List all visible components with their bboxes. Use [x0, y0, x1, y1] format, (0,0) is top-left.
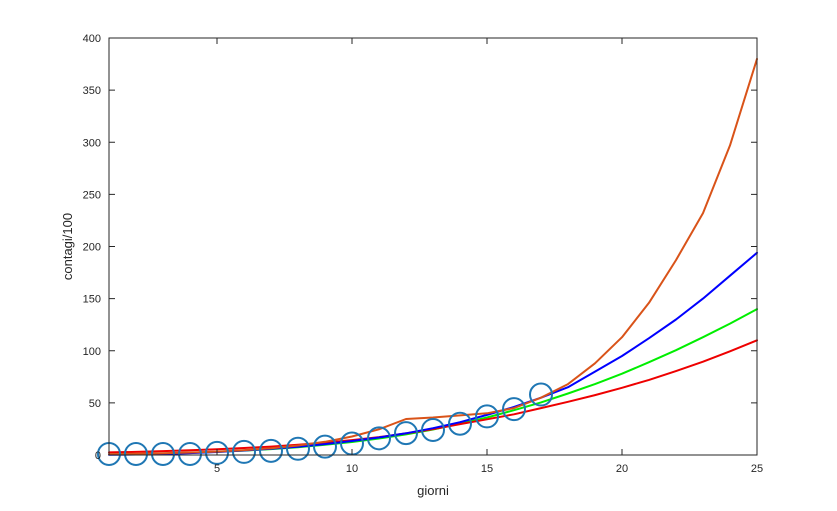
data-point-marker	[448, 411, 472, 436]
data-point-marker	[475, 404, 499, 429]
data-point-marker	[286, 436, 310, 461]
x-axis: 5 10 15 20 25	[214, 38, 763, 475]
data-point-marker	[151, 441, 175, 466]
y-tick-label: 50	[89, 398, 101, 410]
data-point-marker	[232, 439, 256, 464]
y-tick-label: 0	[95, 450, 101, 462]
data-point-marker	[529, 382, 553, 407]
y-tick-label: 250	[83, 189, 101, 201]
x-tick-label: 15	[481, 463, 493, 475]
data-point-marker	[313, 434, 337, 459]
plot-area	[109, 38, 757, 455]
data-point-marker	[259, 438, 283, 463]
x-tick-label: 10	[346, 463, 358, 475]
y-tick-label: 150	[83, 294, 101, 306]
data-point-marker	[178, 441, 202, 466]
y-tick-label: 400	[83, 33, 101, 45]
data-point-marker	[394, 421, 418, 446]
y-tick-label: 300	[83, 137, 101, 149]
data-point-marker	[421, 417, 445, 442]
y-tick-label: 200	[83, 242, 101, 254]
data-point-marker	[124, 441, 148, 466]
y-tick-label: 100	[83, 346, 101, 358]
data-point-marker	[367, 426, 391, 451]
x-tick-label: 5	[214, 463, 220, 475]
data-point-marker	[502, 397, 526, 422]
data-point-marker	[205, 440, 229, 465]
y-axis: 0 50 100 150 200 250 300 350 400	[83, 33, 757, 462]
x-tick-label: 25	[751, 463, 763, 475]
y-tick-label: 350	[83, 85, 101, 97]
y-axis-label: contagi/100	[60, 213, 75, 280]
x-tick-label: 20	[616, 463, 628, 475]
x-axis-label: giorni	[417, 483, 449, 498]
